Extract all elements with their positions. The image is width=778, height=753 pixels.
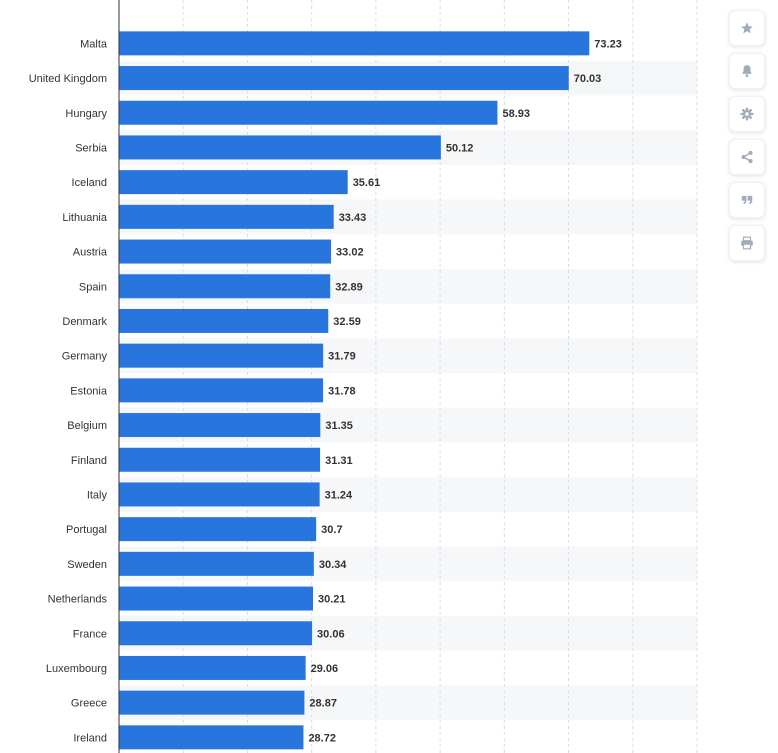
value-label: 70.03: [574, 73, 602, 85]
value-label: 29.06: [311, 663, 339, 675]
bar: [119, 413, 321, 438]
settings-button[interactable]: [729, 96, 765, 132]
value-label: 73.23: [594, 38, 622, 50]
category-label: Malta: [80, 38, 108, 50]
bar: [119, 135, 441, 160]
notification-button[interactable]: [729, 53, 765, 89]
category-label: United Kingdom: [29, 73, 107, 85]
value-label: 30.06: [317, 628, 345, 640]
value-label: 30.34: [319, 559, 347, 571]
category-label: Hungary: [65, 108, 107, 120]
value-label: 33.02: [336, 247, 364, 259]
bar: [119, 239, 332, 264]
bar: [119, 66, 569, 91]
value-label: 58.93: [502, 108, 530, 120]
category-label: Finland: [71, 455, 107, 467]
bar: [119, 690, 305, 715]
value-label: 31.78: [328, 385, 356, 397]
category-label: Spain: [79, 281, 107, 293]
value-label: 31.35: [325, 420, 353, 432]
value-label: 35.61: [353, 177, 381, 189]
bar: [119, 204, 334, 229]
value-label: 31.31: [325, 455, 353, 467]
star-icon: [741, 22, 753, 34]
bar: [119, 378, 324, 403]
bar: [119, 100, 498, 125]
bar: [119, 343, 324, 368]
value-label: 28.72: [308, 732, 336, 744]
quote-icon: [741, 195, 753, 205]
value-label: 33.43: [339, 212, 367, 224]
value-label: 30.7: [321, 524, 342, 536]
print-button[interactable]: [729, 225, 765, 261]
favorite-button[interactable]: [729, 10, 765, 46]
share-icon: [741, 150, 753, 164]
category-label: Denmark: [62, 316, 107, 328]
bar: [119, 274, 331, 299]
bar: [119, 621, 313, 646]
bar: [119, 482, 320, 507]
cite-button[interactable]: [729, 182, 765, 218]
bar: [119, 551, 314, 576]
category-label: Lithuania: [62, 212, 108, 224]
category-label: Luxembourg: [46, 663, 107, 675]
bar: [119, 725, 304, 750]
chart-toolbar: [729, 10, 765, 261]
value-label: 32.59: [333, 316, 361, 328]
bar: [119, 308, 329, 333]
category-label: Austria: [73, 247, 108, 259]
value-label: 28.87: [309, 698, 337, 710]
category-label: Ireland: [73, 732, 107, 744]
bar: [119, 517, 317, 542]
bar: [119, 170, 348, 195]
category-label: Estonia: [70, 385, 108, 397]
print-icon: [741, 236, 753, 250]
bell-icon: [742, 65, 752, 78]
value-label: 30.21: [318, 594, 346, 606]
category-label: Portugal: [66, 524, 107, 536]
bar: [119, 31, 590, 56]
category-label: Belgium: [67, 420, 107, 432]
value-label: 31.24: [325, 489, 353, 501]
category-label: Serbia: [75, 142, 108, 154]
share-button[interactable]: [729, 139, 765, 175]
category-label: Germany: [62, 351, 108, 363]
value-label: 50.12: [446, 142, 474, 154]
category-label: Greece: [71, 698, 107, 710]
gear-icon: [740, 107, 754, 121]
value-label: 31.79: [328, 351, 356, 363]
category-label: Italy: [87, 489, 108, 501]
category-label: Iceland: [72, 177, 107, 189]
bar: [119, 655, 306, 680]
value-label: 32.89: [335, 281, 363, 293]
bar: [119, 447, 321, 472]
category-label: France: [73, 628, 107, 640]
bar: [119, 586, 314, 611]
category-label: Sweden: [67, 559, 107, 571]
category-label: Netherlands: [48, 594, 108, 606]
